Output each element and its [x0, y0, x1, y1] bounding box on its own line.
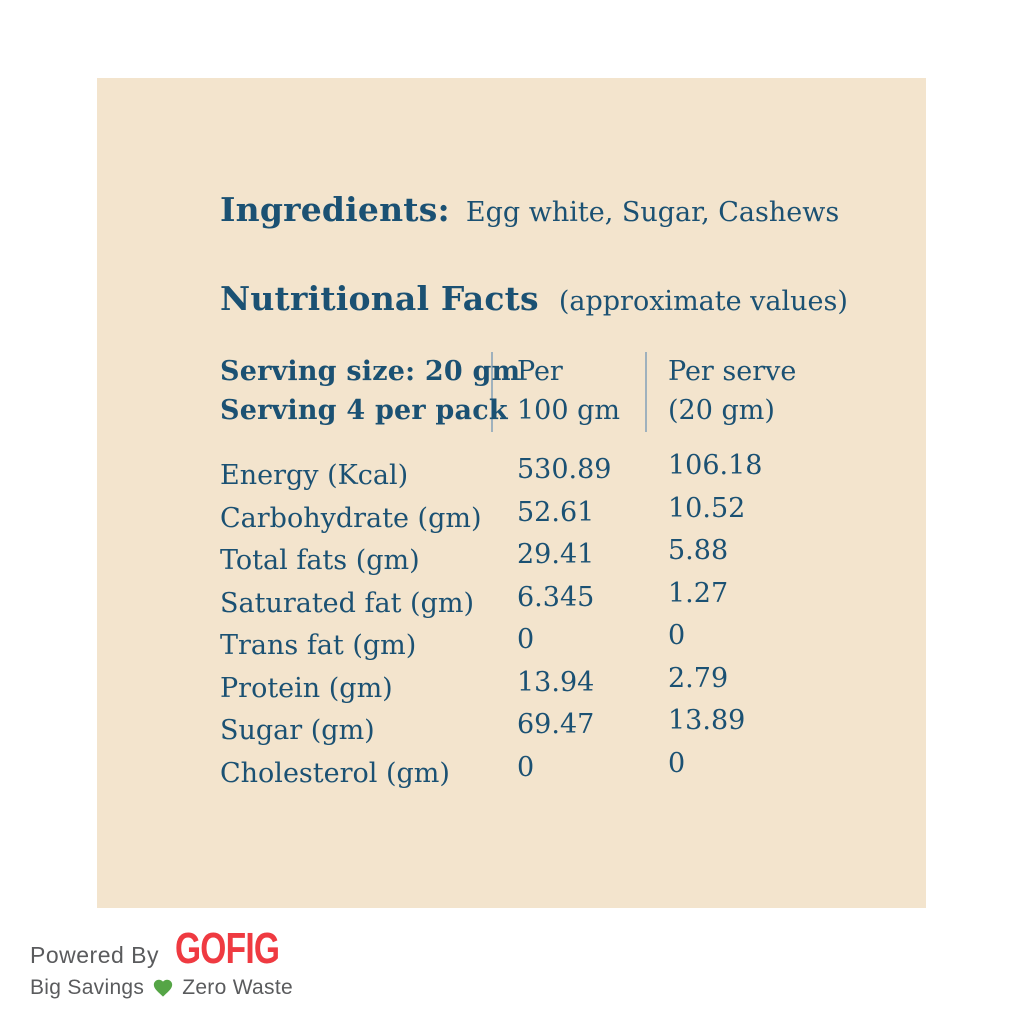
- row-value-per-serve: 5.88: [668, 535, 729, 566]
- row-value-per-serve: 13.89: [668, 705, 746, 736]
- per-serve-header-cell: Per serve (20 gm): [647, 352, 867, 432]
- row-label: Protein (gm): [220, 672, 393, 704]
- table-row: Sugar (gm) 69.47 13.89: [220, 705, 880, 757]
- ingredients-label: Ingredients:: [220, 190, 450, 229]
- row-label: Sugar (gm): [220, 715, 375, 746]
- table-row: Saturated fat (gm) 6.345 1.27: [220, 578, 880, 630]
- nutrition-table-body: Energy (Kcal) 530.89 106.18 Carbohydrate…: [220, 450, 880, 800]
- row-value-per-100gm: 69.47: [517, 709, 595, 740]
- row-label: Energy (Kcal): [220, 460, 409, 491]
- table-row: Trans fat (gm) 0 0: [220, 620, 880, 672]
- table-header: Serving size: 20 gm Serving 4 per pack P…: [220, 352, 867, 432]
- row-value-per-serve: 0: [668, 747, 686, 779]
- row-value-per-100gm: 0: [517, 751, 535, 783]
- row-label: Saturated fat (gm): [220, 587, 475, 619]
- row-value-per-100gm: 6.345: [517, 581, 595, 613]
- table-row: Carbohydrate (gm) 52.61 10.52: [220, 493, 880, 545]
- serving-size-text: Serving size: 20 gm: [220, 356, 521, 387]
- powered-by-footer: Powered By GOFIG Big Savings Zero Waste: [30, 924, 309, 1000]
- row-label: Trans fat (gm): [220, 630, 417, 661]
- serving-per-pack-text: Serving 4 per pack: [220, 395, 508, 426]
- per-serve-header-line1: Per serve: [668, 356, 797, 387]
- row-value-per-100gm: 13.94: [517, 666, 595, 698]
- ingredients-value: Egg white, Sugar, Cashews: [465, 197, 840, 228]
- row-value-per-serve: 0: [668, 620, 686, 651]
- per-100gm-header-line2: 100 gm: [517, 395, 621, 426]
- per-100gm-header-line1: Per: [517, 356, 563, 387]
- nutrition-facts-title: Nutritional Facts: [220, 279, 539, 318]
- row-value-per-serve: 106.18: [668, 450, 763, 481]
- nutrition-facts-subtitle: (approximate values): [558, 286, 848, 317]
- per-100gm-header-cell: Per 100 gm: [493, 352, 647, 432]
- tagline-zero-waste: Zero Waste: [182, 976, 293, 999]
- nutrition-label-card: Ingredients: Egg white, Sugar, Cashews N…: [97, 78, 926, 908]
- table-row: Total fats (gm) 29.41 5.88: [220, 535, 880, 587]
- row-label: Cholesterol (gm): [220, 757, 450, 789]
- row-value-per-serve: 2.79: [668, 662, 729, 694]
- serving-info-cell: Serving size: 20 gm Serving 4 per pack: [220, 352, 521, 432]
- row-value-per-serve: 10.52: [668, 492, 746, 524]
- gofig-logo: GOFIG: [175, 924, 280, 973]
- row-value-per-100gm: 530.89: [517, 454, 612, 485]
- ingredients-line: Ingredients: Egg white, Sugar, Cashews: [220, 190, 839, 229]
- row-value-per-100gm: 52.61: [517, 496, 595, 528]
- per-serve-header-line2: (20 gm): [668, 395, 775, 426]
- table-row: Energy (Kcal) 530.89 106.18: [220, 450, 880, 502]
- tagline-big-savings: Big Savings: [30, 976, 145, 999]
- green-heart-icon: [152, 977, 174, 999]
- nutrition-facts-heading: Nutritional Facts (approximate values): [220, 279, 848, 318]
- row-label: Total fats (gm): [220, 545, 420, 576]
- row-value-per-100gm: 29.41: [517, 539, 595, 570]
- powered-by-text: Powered By: [30, 942, 160, 968]
- row-value-per-100gm: 0: [517, 624, 535, 655]
- table-row: Cholesterol (gm) 0 0: [220, 748, 880, 800]
- footer-tagline: Big Savings Zero Waste: [30, 976, 309, 1000]
- row-label: Carbohydrate (gm): [220, 502, 482, 534]
- table-row: Protein (gm) 13.94 2.79: [220, 663, 880, 715]
- footer-brand-line: Powered By GOFIG: [30, 924, 309, 974]
- row-value-per-serve: 1.27: [668, 577, 729, 609]
